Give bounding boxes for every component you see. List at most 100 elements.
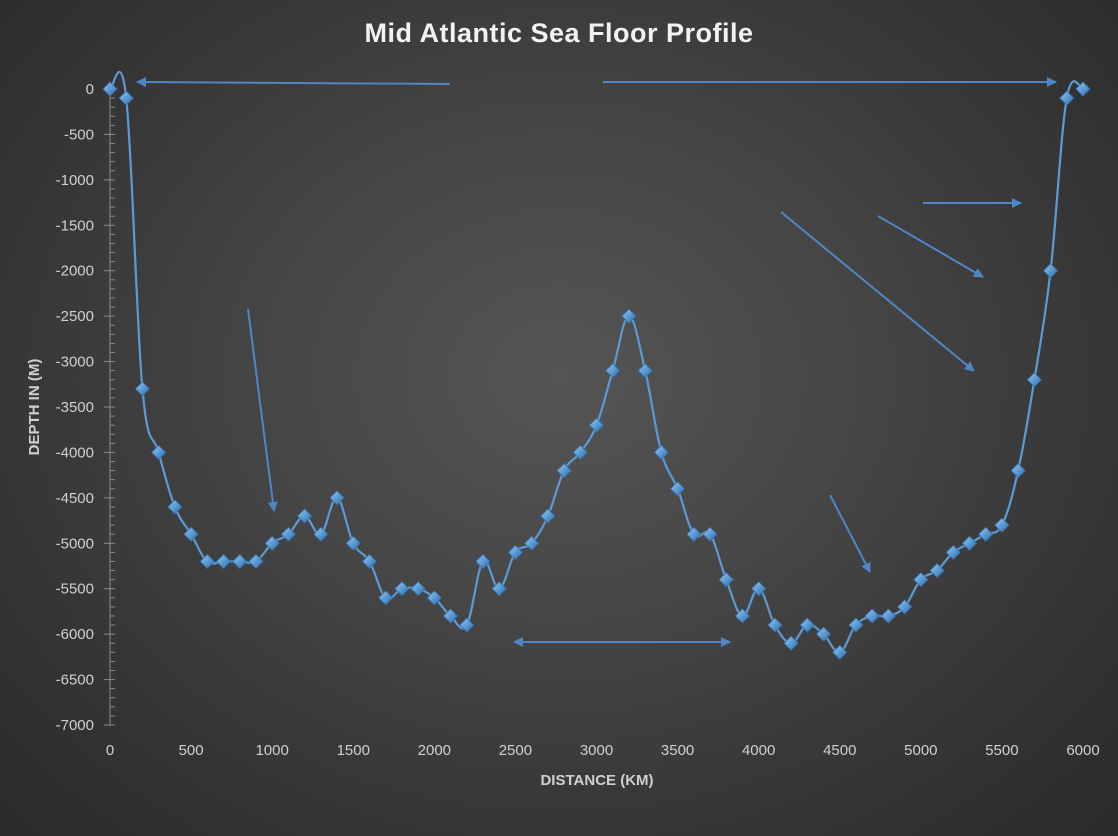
data-point-marker [1075, 81, 1091, 97]
y-tick-label: -2500 [56, 308, 94, 325]
y-tick-label: -4500 [56, 490, 94, 507]
data-point-marker [394, 581, 410, 597]
data-point-marker [102, 81, 118, 97]
data-point-marker [880, 608, 896, 624]
y-tick-label: -1500 [56, 217, 94, 234]
data-point-marker [751, 581, 767, 597]
x-tick-label: 500 [179, 742, 204, 759]
arrow-annotation [247, 308, 278, 512]
data-point-marker [475, 553, 491, 570]
data-point-marker [297, 508, 313, 524]
data-point-marker [605, 363, 621, 379]
x-tick-label: 3500 [661, 742, 694, 759]
x-tick-label: 5500 [985, 742, 1018, 759]
data-point-marker [280, 526, 296, 542]
data-point-marker [913, 572, 929, 588]
y-tick-label: -5500 [56, 581, 94, 598]
data-point-marker [718, 572, 734, 588]
data-point-marker [848, 617, 864, 633]
data-series-depth [102, 70, 1091, 660]
data-point-marker [556, 463, 572, 479]
data-point-marker [897, 599, 913, 615]
y-axis-title: DEPTH IN (M) [26, 359, 43, 456]
x-tick-label: 2000 [418, 742, 451, 759]
data-point-marker [994, 517, 1010, 533]
data-point-marker [215, 553, 232, 570]
data-point-marker [832, 644, 848, 660]
data-point-marker [183, 526, 199, 542]
y-tick-label: -6500 [56, 672, 94, 689]
data-point-marker [378, 590, 394, 606]
data-point-marker [621, 308, 637, 324]
y-tick-label: -3500 [56, 399, 94, 416]
data-point-marker [864, 608, 880, 624]
data-point-marker [1026, 372, 1042, 388]
x-tick-label: 6000 [1066, 742, 1099, 759]
y-tick-label: -500 [64, 126, 94, 143]
data-point-marker [734, 608, 751, 624]
data-point-marker [507, 544, 523, 560]
x-tick-label: 1500 [337, 742, 370, 759]
data-point-marker [264, 535, 280, 551]
data-point-marker [702, 526, 718, 542]
y-axis: 0 -500 -1000 -1500 -2000 -2500 -3000 -3500 -4000… [56, 81, 115, 734]
x-tick-label: 1000 [255, 742, 288, 759]
data-point-marker [929, 562, 945, 579]
data-point-marker [151, 444, 167, 460]
data-point-marker [637, 363, 653, 379]
data-point-marker [491, 581, 507, 597]
annotation-arrows [136, 77, 1057, 647]
data-point-marker [248, 553, 264, 570]
data-point-marker [524, 535, 540, 551]
data-point-marker [410, 581, 426, 597]
arrow-annotation [829, 494, 871, 573]
y-tick-label: -6000 [56, 626, 94, 643]
data-point-marker [961, 535, 978, 551]
y-tick-label: 0 [86, 81, 94, 98]
y-tick-label: -4000 [56, 444, 94, 461]
data-point-marker [313, 526, 329, 542]
data-point-marker [767, 617, 783, 633]
x-axis: 0 500 1000 1500 2000 2500 3000 3500 4000 4500 5000… [106, 742, 1100, 759]
data-point-marker [167, 499, 183, 515]
x-tick-label: 2500 [499, 742, 532, 759]
x-axis-title: DISTANCE (KM) [540, 772, 653, 789]
x-tick-label: 3000 [580, 742, 613, 759]
data-point-marker [978, 526, 994, 542]
data-point-marker [1010, 463, 1026, 479]
data-point-marker [232, 553, 248, 570]
data-point-marker [361, 553, 378, 570]
data-point-marker [442, 608, 459, 624]
arrow-annotation [136, 77, 451, 88]
arrow-annotation [780, 211, 975, 372]
y-tick-label: -3000 [56, 354, 94, 371]
x-tick-label: 4000 [742, 742, 775, 759]
y-tick-label: -2000 [56, 263, 94, 280]
data-point-marker [799, 617, 815, 633]
data-point-marker [459, 617, 475, 633]
arrow-annotation [877, 215, 984, 278]
data-point-marker [653, 444, 669, 460]
data-point-marker [588, 417, 605, 433]
data-point-marker [783, 635, 799, 651]
data-point-marker [118, 90, 134, 106]
x-tick-label: 5000 [904, 742, 937, 759]
y-tick-label: -1000 [56, 172, 94, 189]
y-tick-label: -7000 [56, 717, 94, 734]
x-tick-label: 4500 [823, 742, 856, 759]
data-point-marker [426, 590, 442, 606]
data-point-marker [945, 544, 961, 560]
data-point-marker [670, 481, 686, 497]
data-point-marker [1043, 263, 1059, 279]
data-point-marker [134, 381, 150, 397]
data-point-marker [199, 553, 215, 570]
data-point-marker [1059, 90, 1075, 106]
data-point-marker [815, 626, 832, 642]
data-point-marker [572, 444, 588, 460]
data-point-marker [345, 535, 361, 551]
y-tick-label: -5000 [56, 535, 94, 552]
x-tick-label: 0 [106, 742, 114, 759]
chart-title: Mid Atlantic Sea Floor Profile [364, 18, 754, 48]
data-point-marker [686, 526, 702, 542]
